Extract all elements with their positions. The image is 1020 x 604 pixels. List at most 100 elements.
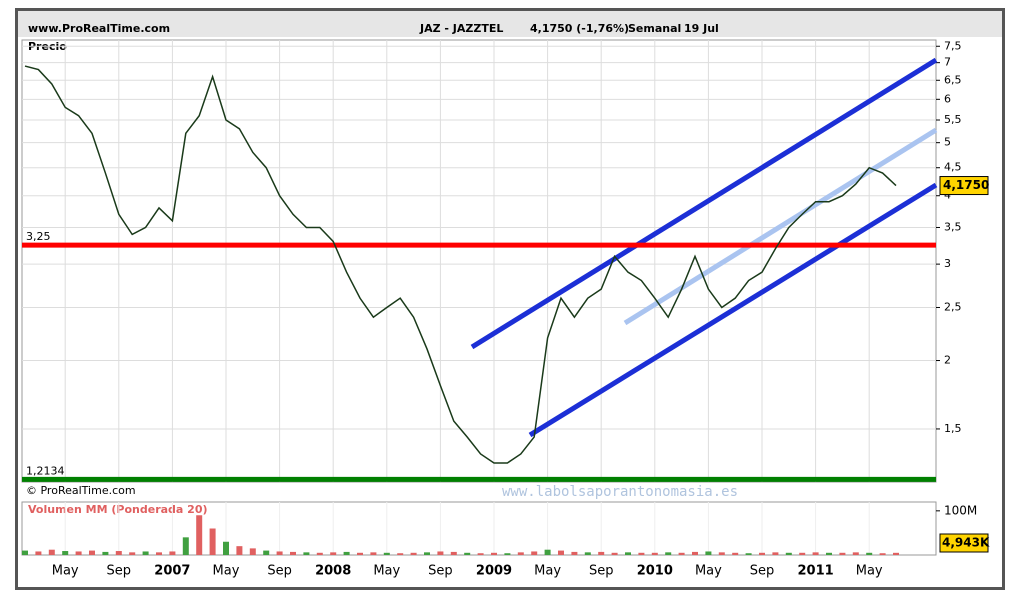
volume-bar [424, 552, 430, 555]
volume-bar [115, 551, 122, 555]
period: Semanal [628, 22, 681, 35]
volume-bar [263, 550, 270, 555]
volume-bar [772, 552, 779, 555]
volume-bar [169, 551, 176, 555]
volume-bar [89, 550, 95, 555]
date: 19 Jul [684, 22, 719, 35]
volume-bar [799, 552, 806, 555]
volume-bar [22, 550, 28, 555]
volume-bar [893, 552, 899, 555]
volume-bar [531, 551, 538, 555]
volume-bar [276, 551, 283, 555]
volume-bar [35, 551, 42, 555]
volume-bar [450, 551, 457, 555]
volume-bar [826, 552, 832, 555]
x-tick-label: May [373, 564, 400, 579]
trend-lines [470, 57, 938, 438]
x-tick-label: 2008 [315, 564, 351, 579]
quote: 4,1750 (-1,76%) [530, 22, 629, 35]
volume-bar [705, 551, 712, 555]
price-line [24, 65, 897, 464]
header-bar [18, 11, 1002, 37]
volume-bar [370, 552, 377, 555]
volume-bar [397, 553, 404, 555]
volume-bar [236, 546, 243, 555]
volume-bar [464, 552, 471, 555]
x-tick-label: Sep [107, 564, 132, 579]
volume-bar [504, 553, 511, 555]
x-tick-label: 2009 [476, 564, 512, 579]
y-tick-label: 5,5 [944, 113, 962, 126]
y-tick-label: 2 [944, 354, 951, 367]
volume-bar [665, 552, 672, 555]
copyright: © ProRealTime.com [26, 484, 136, 497]
volume-bar [491, 552, 497, 555]
volume-bar [866, 552, 873, 555]
volume-bar [732, 552, 739, 555]
x-tick-label: May [695, 564, 722, 579]
volume-bar [759, 552, 765, 555]
volume-bar [638, 552, 645, 555]
volume-title: Volumen MM (Ponderada 20) [28, 503, 208, 516]
volume-bar [223, 541, 229, 555]
volume-bar [852, 552, 859, 555]
site: www.ProRealTime.com [28, 22, 170, 35]
volume-bar [343, 551, 350, 555]
y-tick-label: 7,5 [944, 39, 962, 52]
volume-bar [651, 552, 658, 555]
volume-plot [21, 501, 937, 556]
level-label: 3,25 [26, 230, 51, 243]
volume-bar [718, 552, 725, 555]
y-tick-label: 5 [944, 136, 951, 149]
volume-bar [745, 553, 752, 555]
y-tick-label: 7 [944, 56, 951, 69]
volume-bar [692, 551, 698, 555]
y-tick-label: 4 [944, 189, 951, 202]
volume-bar [598, 551, 605, 555]
price-badge [939, 176, 989, 196]
x-tick-label: May [52, 564, 79, 579]
volume-bar [316, 552, 323, 555]
volume-bar [357, 552, 363, 555]
volume-bar [383, 552, 390, 555]
volume-bar [558, 550, 564, 555]
volume-bar [812, 552, 819, 555]
volume-bar [611, 552, 618, 555]
y-tick-label: 3,5 [944, 220, 962, 233]
volume-bar [303, 552, 310, 555]
volume-bar [785, 552, 792, 555]
volume-badge [939, 533, 989, 553]
volume-bar [62, 551, 69, 555]
volume-bar [129, 552, 136, 555]
x-tick-label: Sep [750, 564, 775, 579]
y-tick-label: 4,5 [944, 161, 962, 174]
volume-bar [196, 515, 203, 555]
level-label: 1,2134 [26, 464, 65, 477]
y-tick-label: 6 [944, 92, 951, 105]
volume-bar [75, 551, 82, 555]
y-tick-label: 100M [944, 503, 977, 517]
x-tick-label: Sep [267, 564, 292, 579]
volume-bar [879, 553, 886, 555]
x-tick-label: May [856, 564, 883, 579]
volume-bar [410, 552, 417, 555]
x-tick-label: Sep [428, 564, 453, 579]
volume-bar [142, 551, 149, 555]
x-tick-label: May [534, 564, 561, 579]
volume-bar [209, 528, 216, 555]
x-tick-label: May [213, 564, 240, 579]
price-plot [21, 39, 937, 483]
price-badge-label: 4,1750 [943, 178, 989, 192]
volume-bar [477, 553, 484, 555]
volume-bar [625, 552, 631, 555]
volume-bar [544, 549, 551, 555]
instrument: JAZ - JAZZTEL [419, 22, 503, 35]
volume-bar [182, 537, 189, 555]
volume-bar [839, 552, 846, 555]
volume-bar [517, 552, 524, 555]
volume-bar [584, 552, 591, 555]
watermark: www.labolsaporantonomasia.es [502, 484, 738, 500]
volume-bar [48, 549, 55, 555]
volume-bar [571, 551, 578, 555]
